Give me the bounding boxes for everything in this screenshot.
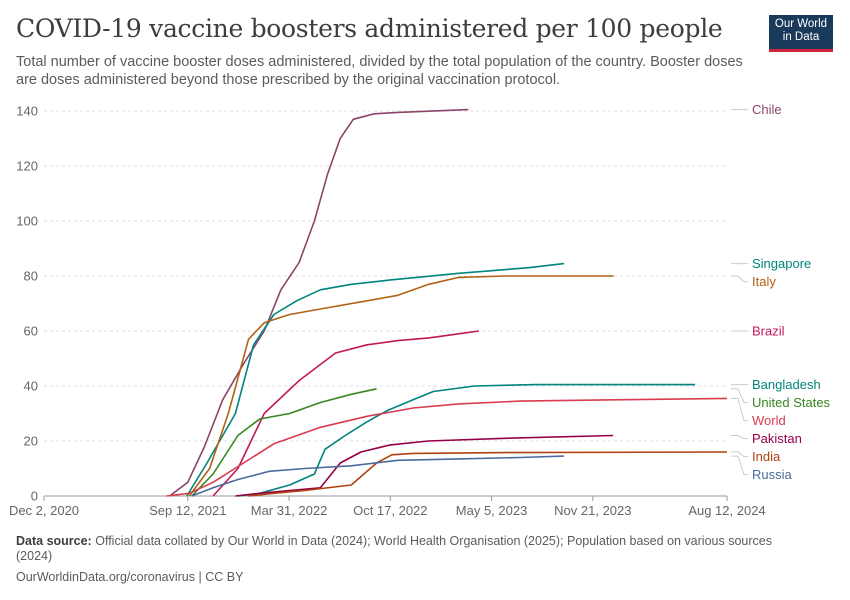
source-text: Official data collated by Our World in D… [16, 534, 772, 563]
series-line-singapore [186, 262, 565, 497]
x-tick-label: May 5, 2023 [456, 503, 528, 518]
series-label-italy: Italy [752, 274, 776, 289]
series-line-pakistan [235, 434, 614, 497]
series-line-russia [191, 455, 565, 497]
y-tick-label: 100 [16, 214, 38, 229]
series-line-bangladesh [237, 383, 696, 497]
x-tick-label: Oct 17, 2022 [353, 503, 427, 518]
series-label-singapore: Singapore [752, 256, 811, 271]
source-label: Data source: [16, 534, 92, 548]
y-tick-label: 20 [24, 434, 38, 449]
series-labels: Chile Singapore Italy Brazil Bangladesh Unite… [731, 102, 831, 482]
y-tick-label: 120 [16, 159, 38, 174]
series-lines [166, 108, 728, 497]
series-line-world [166, 397, 728, 497]
series-line-united-states [191, 388, 377, 497]
x-tick-label: Nov 21, 2023 [554, 503, 631, 518]
label-connector-pakistan [731, 435, 748, 440]
series-label-chile: Chile [752, 102, 782, 117]
series-label-brazil: Brazil [752, 324, 785, 339]
series-label-bangladesh: Bangladesh [752, 377, 821, 392]
series-label-pakistan: Pakistan [752, 431, 802, 446]
footer-url[interactable]: OurWorldinData.org/coronavirus | CC BY [16, 570, 244, 584]
x-tick-label: Dec 2, 2020 [9, 503, 79, 518]
y-axis-ticks: 0 20 40 60 80 100 120 140 [16, 104, 38, 504]
data-source-note: Data source: Official data collated by O… [16, 534, 806, 564]
logo-line-2: in Data [782, 31, 820, 43]
series-line-chile [169, 108, 469, 497]
series-line-brazil [212, 330, 480, 497]
series-line-italy [188, 275, 614, 497]
label-connector-united-states [731, 388, 748, 404]
chart-subtitle: Total number of vaccine booster doses ad… [16, 54, 743, 88]
y-tick-label: 140 [16, 104, 38, 119]
x-tick-label: Aug 12, 2024 [688, 503, 765, 518]
series-label-russia: Russia [752, 467, 793, 482]
series-label-india: India [752, 449, 781, 464]
y-tick-label: 0 [31, 489, 38, 504]
label-connector-russia [731, 455, 748, 476]
series-label-united-states: United States [752, 395, 831, 410]
series-label-world: World [752, 413, 786, 428]
grid-lines [44, 110, 727, 442]
owid-logo[interactable]: Our World in Data [769, 15, 833, 52]
x-tick-label: Mar 31, 2022 [251, 503, 328, 518]
x-axis: Dec 2, 2020 Sep 12, 2021 Mar 31, 2022 Oct 1… [9, 495, 766, 518]
chart-title: COVID-19 vaccine boosters administered p… [16, 14, 723, 43]
label-connector-italy [731, 275, 748, 283]
label-connector-world [731, 397, 748, 422]
y-tick-label: 80 [24, 269, 38, 284]
y-tick-label: 40 [24, 379, 38, 394]
x-tick-label: Sep 12, 2021 [149, 503, 226, 518]
label-connector-india [731, 451, 748, 458]
y-tick-label: 60 [24, 324, 38, 339]
logo-line-1: Our World [774, 18, 828, 30]
